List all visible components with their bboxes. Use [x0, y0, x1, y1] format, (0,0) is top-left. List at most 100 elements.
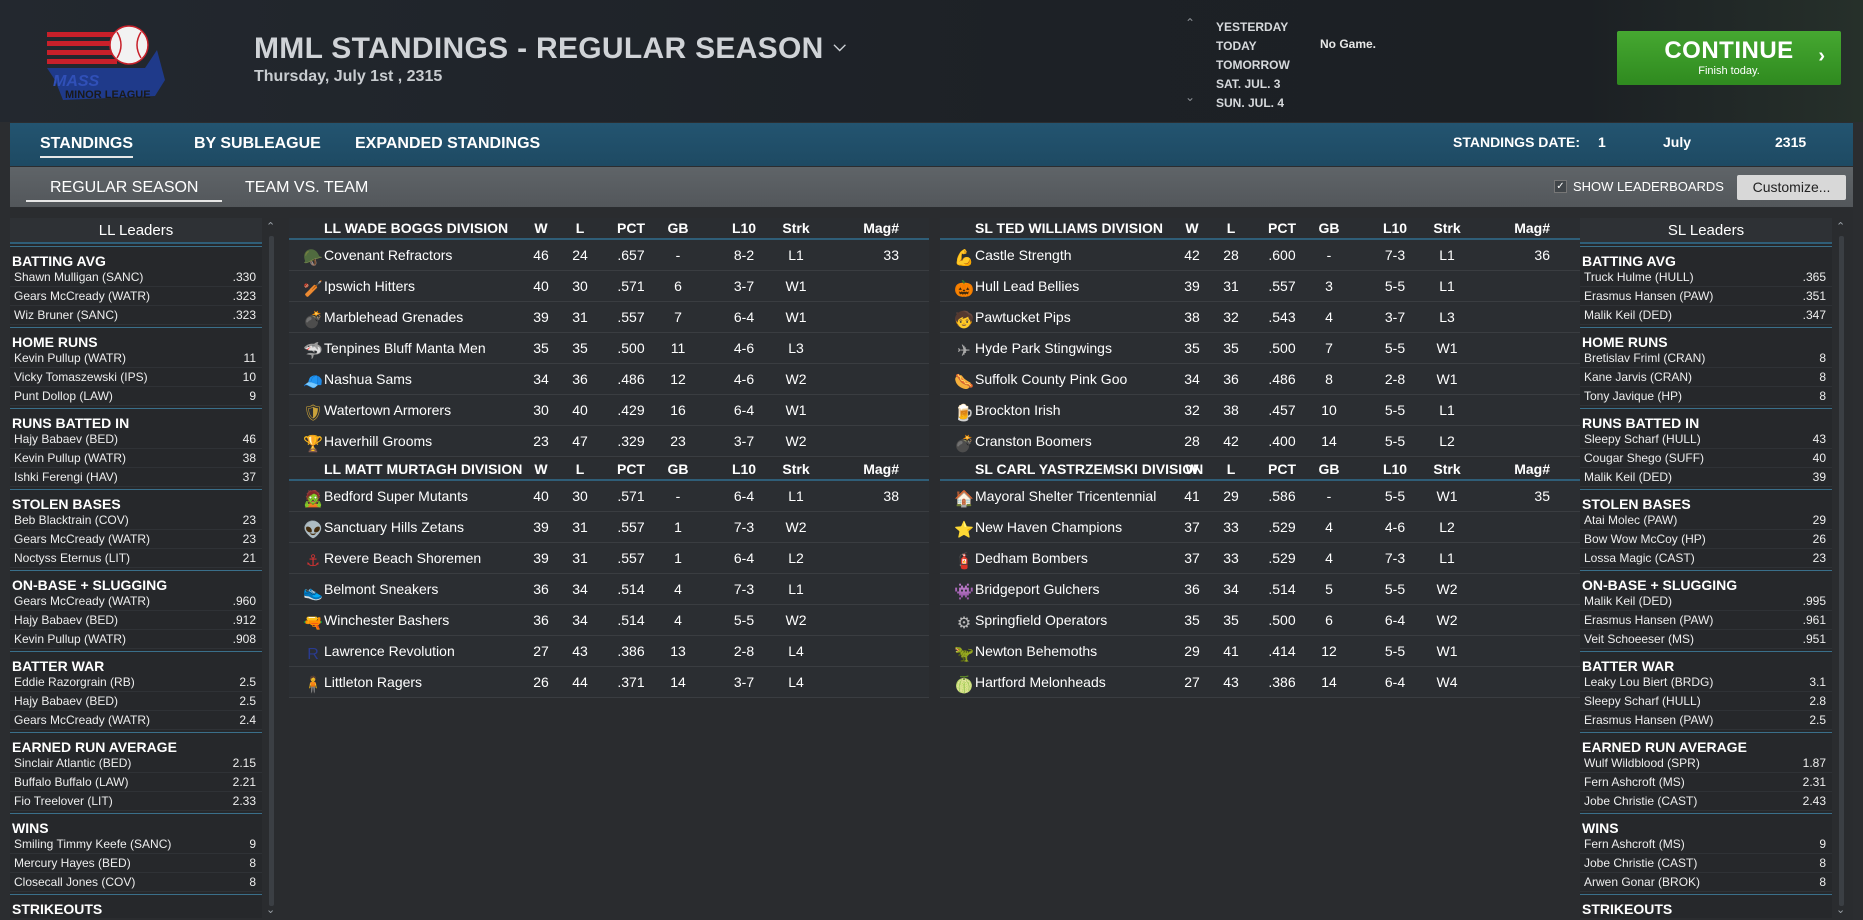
tab-regular-season[interactable]: REGULAR SEASON — [26, 179, 223, 202]
leader-row[interactable]: Sleepy Scharf (HULL) 43 — [1580, 430, 1832, 449]
column-header-gb[interactable]: GB — [1318, 461, 1340, 477]
leader-row[interactable]: Bow Wow McCoy (HP) 26 — [1580, 530, 1832, 549]
leader-row[interactable]: Malik Keil (DED) .347 — [1580, 306, 1832, 325]
column-header-strk[interactable]: Strk — [1433, 220, 1461, 236]
column-header-strk[interactable]: Strk — [782, 461, 810, 477]
team-name[interactable]: Mayoral Shelter Tricentennial — [975, 488, 1157, 504]
team-row[interactable]: 🦖 Newton Behemoths 29 41 .414 12 5-5 W1 — [940, 636, 1580, 667]
leader-player-name[interactable]: Mercury Hayes (BED) — [14, 856, 131, 870]
team-name[interactable]: Winchester Bashers — [324, 612, 450, 628]
leader-player-name[interactable]: Fio Treelover (LIT) — [14, 794, 113, 808]
chevron-up-icon[interactable]: ⌃ — [1185, 16, 1196, 30]
leader-row[interactable]: Kevin Pullup (WATR) .908 — [10, 630, 262, 649]
team-row[interactable]: ✈ Hyde Park Stingwings 35 35 .500 7 5-5 W1 — [940, 333, 1580, 364]
leader-row[interactable]: Dizzie Pumph (BEL) 75 — [10, 916, 262, 918]
column-header-w[interactable]: W — [1185, 220, 1199, 236]
team-row[interactable]: 🧯 Dedham Bombers 37 33 .529 4 7-3 L1 — [940, 543, 1580, 574]
team-name[interactable]: Covenant Refractors — [324, 247, 453, 263]
leader-player-name[interactable]: Bretislav Friml (CRAN) — [1584, 351, 1706, 365]
team-name[interactable]: Revere Beach Shoremen — [324, 550, 482, 566]
team-name[interactable]: Sanctuary Hills Zetans — [324, 519, 465, 535]
column-header-strk[interactable]: Strk — [782, 220, 810, 236]
team-name[interactable]: Dedham Bombers — [975, 550, 1088, 566]
column-header-pct[interactable]: PCT — [617, 461, 645, 477]
leader-row[interactable]: Veit Schoeeser (MS) .951 — [1580, 630, 1832, 649]
leader-row[interactable]: Wiz Bruner (SANC) .323 — [10, 306, 262, 325]
scroll-down-icon[interactable]: ⌄ — [266, 904, 276, 916]
team-name[interactable]: Suffolk County Pink Goo — [975, 371, 1128, 387]
leader-row[interactable]: Eddie Razorgrain (RB) 2.5 — [10, 673, 262, 692]
leader-row[interactable]: Punt Dollop (LAW) 9 — [10, 387, 262, 406]
leader-player-name[interactable]: Ishki Ferengi (HAV) — [14, 470, 118, 484]
leader-row[interactable]: Kane Jarvis (CRAN) 8 — [1580, 368, 1832, 387]
leader-row[interactable]: Gears McCready (WATR) 2.4 — [10, 711, 262, 730]
leader-row[interactable]: Shawn Mulligan (SANC) .330 — [10, 268, 262, 287]
team-name[interactable]: Marblehead Grenades — [324, 309, 464, 325]
team-row[interactable]: 🍺 Brockton Irish 32 38 .457 10 5-5 L1 — [940, 395, 1580, 426]
team-name[interactable]: Hartford Melonheads — [975, 674, 1106, 690]
leader-row[interactable]: Erasmus Hansen (PAW) 2.5 — [1580, 711, 1832, 730]
leader-row[interactable]: Gears McCready (WATR) .960 — [10, 592, 262, 611]
leader-player-name[interactable]: Atai Molec (PAW) — [1584, 513, 1678, 527]
leader-player-name[interactable]: Malik Keil (DED) — [1584, 308, 1673, 322]
leader-player-name[interactable]: Cougar Shego (SUFF) — [1584, 451, 1705, 465]
team-row[interactable]: 🏠 Mayoral Shelter Tricentennial 41 29 .586 - 5… — [940, 481, 1580, 512]
leader-row[interactable]: Bretislav Friml (CRAN) 8 — [1580, 349, 1832, 368]
leader-player-name[interactable]: Leaky Lou Biert (BRDG) — [1584, 675, 1714, 689]
leader-player-name[interactable]: Sinclair Atlantic (BED) — [14, 756, 132, 770]
leader-row[interactable]: Tony Javique (HP) 8 — [1580, 387, 1832, 406]
leader-row[interactable]: Lossa Magic (CAST) 23 — [1580, 549, 1832, 568]
leader-row[interactable]: Noctyss Eternus (LIT) 21 — [10, 549, 262, 568]
scroll-up-icon[interactable]: ⌃ — [1836, 221, 1846, 233]
team-row[interactable]: 👟 Belmont Sneakers 36 34 .514 4 7-3 L1 — [289, 574, 929, 605]
show-leaderboards-toggle[interactable]: ✓ SHOW LEADERBOARDS — [1554, 179, 1724, 194]
leader-player-name[interactable]: Kane Jarvis (CRAN) — [1584, 370, 1693, 384]
scrollbar-thumb[interactable] — [269, 236, 274, 906]
standings-date-day[interactable]: 1 — [1598, 134, 1606, 150]
tab-expanded-standings[interactable]: EXPANDED STANDINGS — [355, 135, 541, 152]
team-name[interactable]: Newton Behemoths — [975, 643, 1098, 659]
column-header-w[interactable]: W — [534, 461, 548, 477]
column-header-gb[interactable]: GB — [667, 220, 689, 236]
team-name[interactable]: Haverhill Grooms — [324, 433, 433, 449]
day-item[interactable]: SUN. JUL. 4 — [1216, 96, 1285, 110]
team-name[interactable]: Littleton Ragers — [324, 674, 423, 690]
team-name[interactable]: Watertown Armorers — [324, 402, 452, 418]
scroll-down-icon[interactable]: ⌄ — [1836, 904, 1846, 916]
leader-row[interactable]: Smiling Timmy Keefe (SANC) 9 — [10, 835, 262, 854]
day-item[interactable]: TODAY — [1216, 39, 1257, 53]
leader-row[interactable]: Kevin Pullup (WATR) 11 — [10, 349, 262, 368]
leader-row[interactable]: Erasmus Hansen (PAW) .351 — [1580, 287, 1832, 306]
team-row[interactable]: ⭐ New Haven Champions 37 33 .529 4 4-6 L2 — [940, 512, 1580, 543]
team-name[interactable]: Nashua Sams — [324, 371, 412, 387]
column-header-mag[interactable]: Mag# — [863, 220, 899, 236]
column-header-l[interactable]: L — [1226, 220, 1236, 236]
leader-row[interactable]: Leaky Lou Biert (BRDG) 3.1 — [1580, 673, 1832, 692]
team-name[interactable]: Bedford Super Mutants — [324, 488, 468, 504]
team-row[interactable]: 🧢 Nashua Sams 34 36 .486 12 4-6 W2 — [289, 364, 929, 395]
leader-row[interactable]: Fern Ashcroft (MS) 9 — [1580, 835, 1832, 854]
column-header-pct[interactable]: PCT — [1268, 461, 1296, 477]
checkbox-icon[interactable]: ✓ — [1554, 180, 1567, 193]
team-row[interactable]: 🛡 Watertown Armorers 30 40 .429 16 6-4 W1 — [289, 395, 929, 426]
team-row[interactable]: R Lawrence Revolution 27 43 .386 13 2-8 L4 — [289, 636, 929, 667]
leader-player-name[interactable]: Fern Ashcroft (MS) — [1584, 837, 1685, 851]
page-title-dropdown[interactable]: MML STANDINGS - REGULAR SEASON ⌵ — [254, 32, 846, 66]
day-item[interactable]: SAT. JUL. 3 — [1216, 77, 1281, 91]
leader-player-name[interactable]: Truck Hulme (HULL) — [1584, 270, 1694, 284]
team-name[interactable]: Pawtucket Pips — [975, 309, 1071, 325]
leader-player-name[interactable]: Wiz Bruner (SANC) — [14, 308, 119, 322]
leader-player-name[interactable]: Hajy Babaev (BED) — [14, 613, 119, 627]
leader-row[interactable]: Fio Treelover (LIT) 2.33 — [10, 792, 262, 811]
leader-player-name[interactable]: Buffalo Buffalo (LAW) — [14, 775, 129, 789]
column-header-l[interactable]: L — [575, 220, 585, 236]
tab-team-vs-team[interactable]: TEAM VS. TEAM — [245, 179, 369, 196]
leader-row[interactable]: Ishki Ferengi (HAV) 37 — [10, 468, 262, 487]
leader-player-name[interactable]: Malik Keil (DED) — [1584, 594, 1673, 608]
column-header-l10[interactable]: L10 — [731, 461, 757, 477]
leader-row[interactable]: Arwen Gonar (BROK) 8 — [1580, 873, 1832, 892]
team-name[interactable]: Cranston Boomers — [975, 433, 1092, 449]
team-row[interactable]: 🍈 Hartford Melonheads 27 43 .386 14 6-4 W4 — [940, 667, 1580, 698]
team-row[interactable]: 🧍 Littleton Ragers 26 44 .371 14 3-7 L4 — [289, 667, 929, 698]
team-row[interactable]: 🏆 Haverhill Grooms 23 47 .329 23 3-7 W2 — [289, 426, 929, 457]
